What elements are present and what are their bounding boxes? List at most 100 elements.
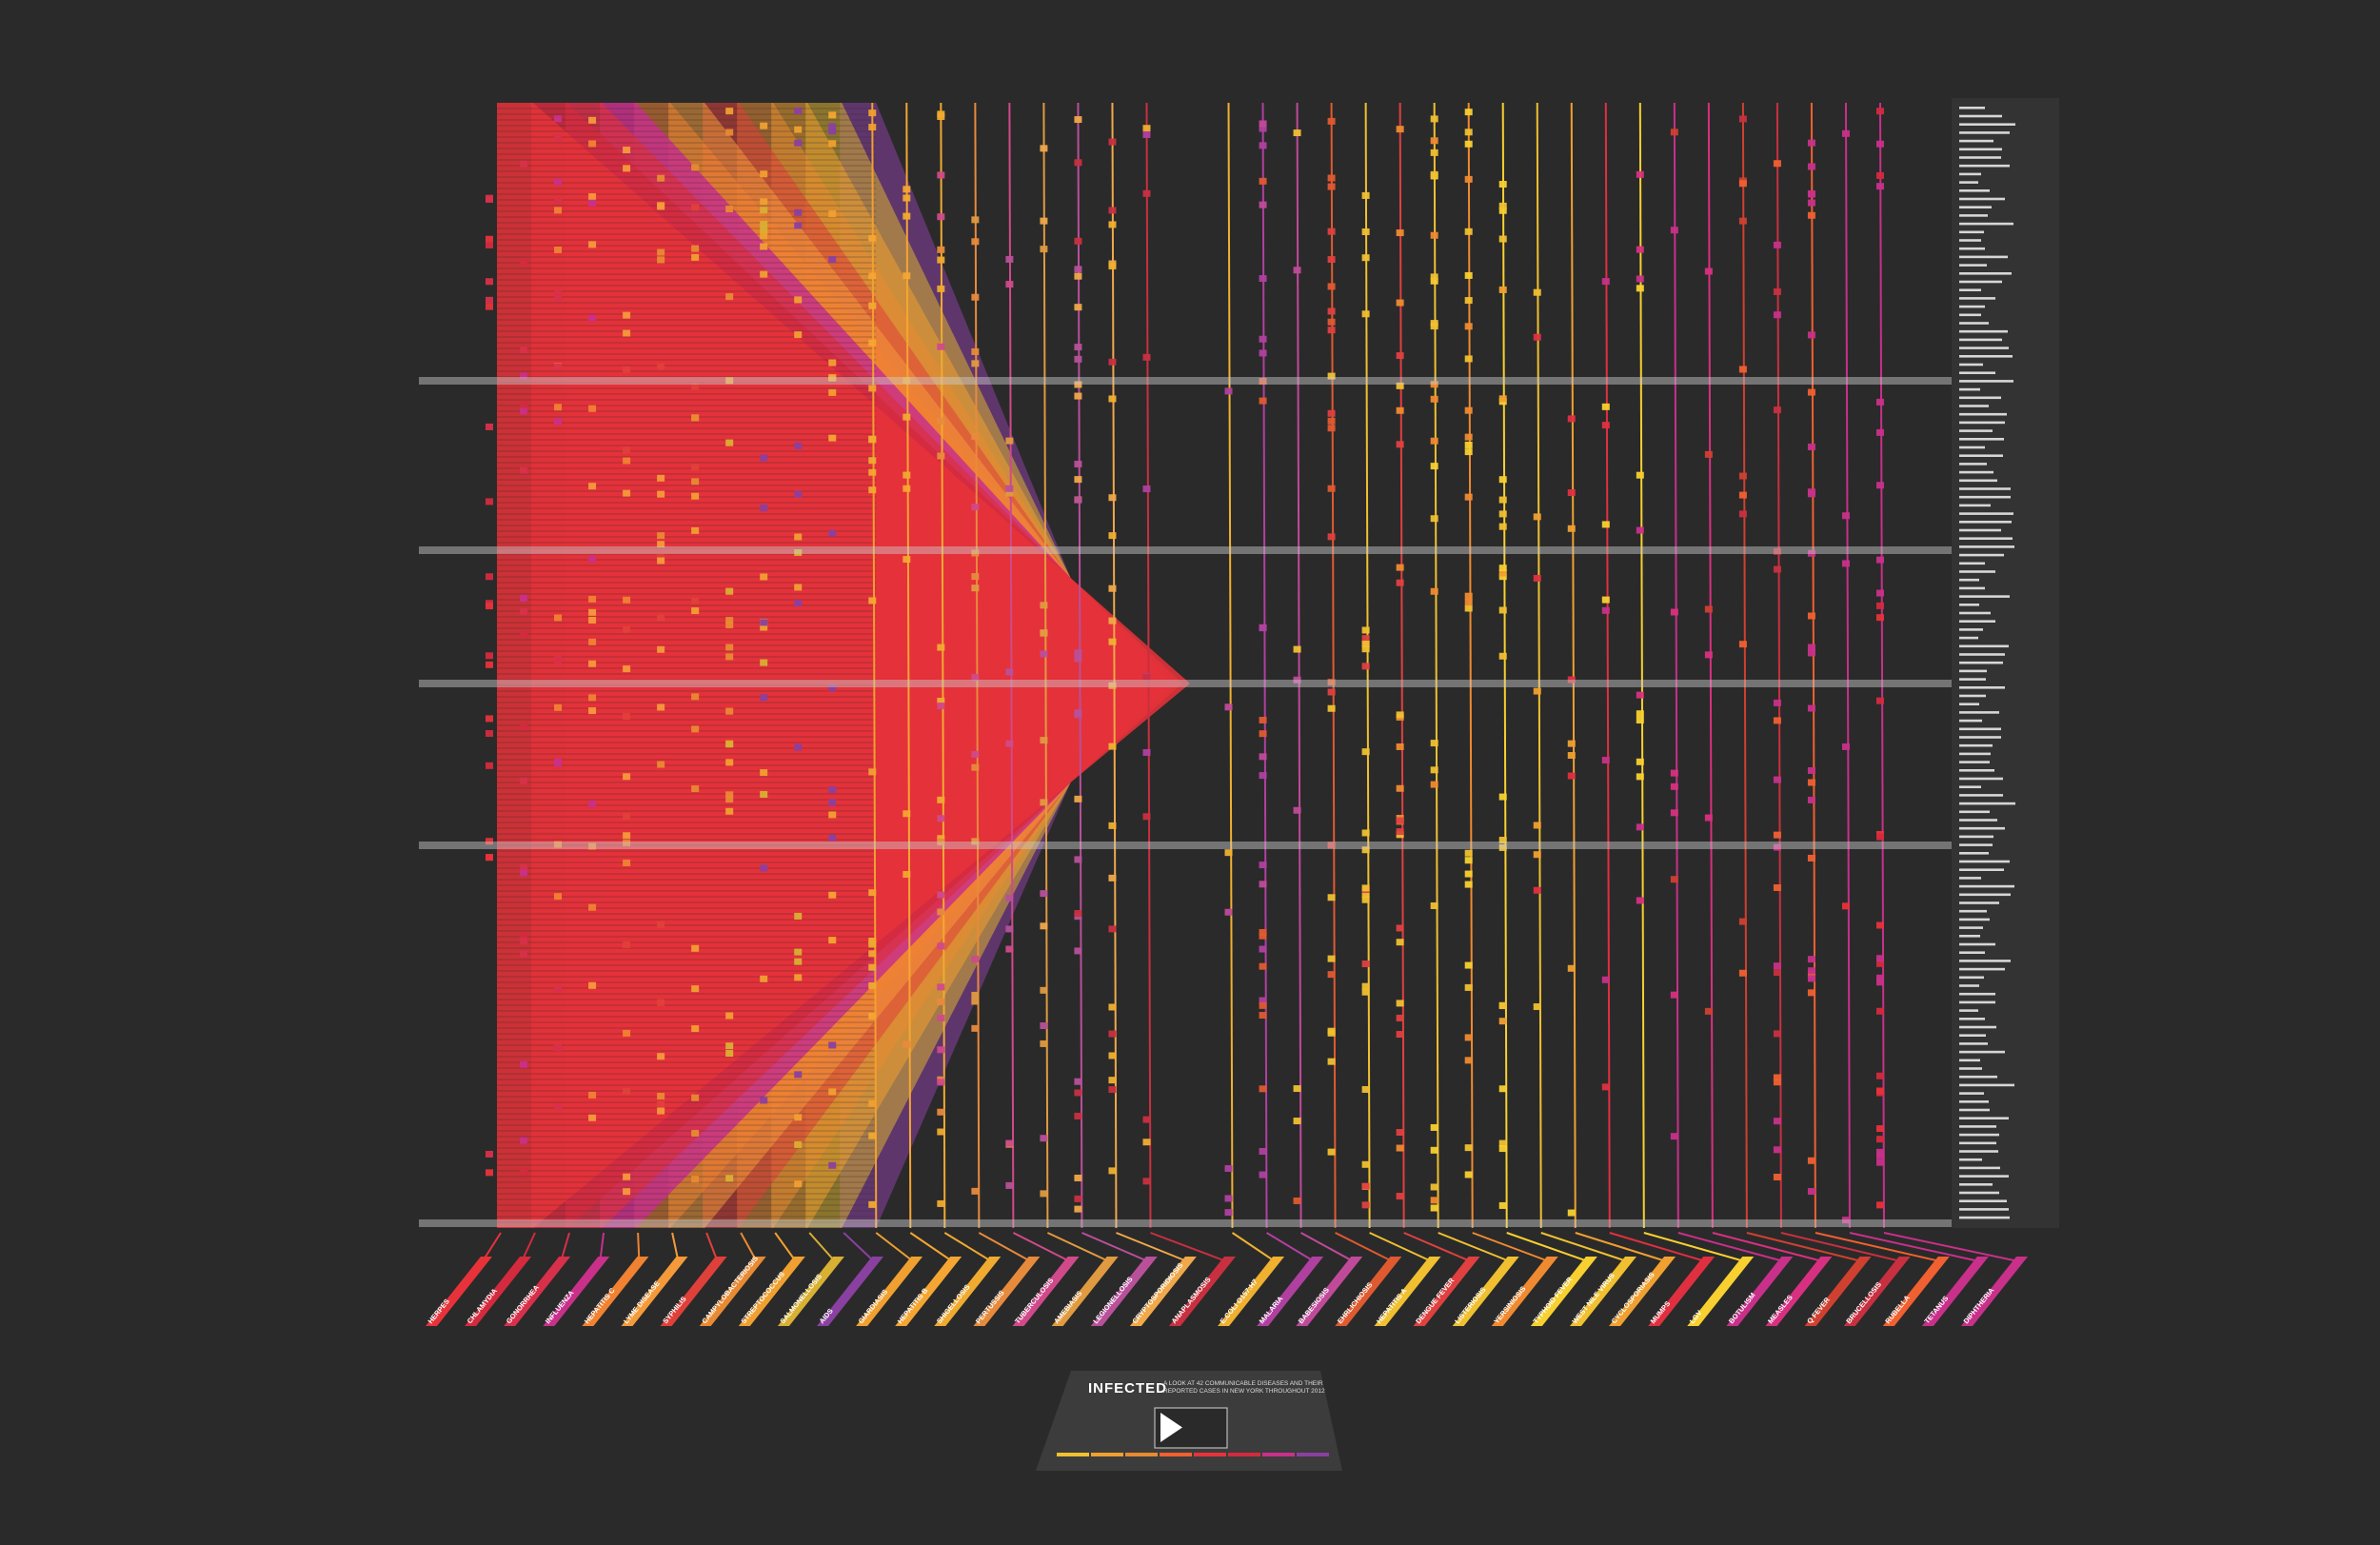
disease-connector: [1116, 1232, 1188, 1262]
case-marker: [1498, 510, 1507, 518]
right-panel-entry: [1959, 495, 2011, 499]
case-marker: [868, 109, 877, 117]
case-marker: [486, 573, 493, 581]
disease-ribbon: [1569, 1257, 1636, 1326]
disease-ribbon: [1804, 1257, 1872, 1326]
case-marker: [657, 1100, 665, 1108]
case-marker: [1224, 849, 1233, 857]
right-panel-entry: [1959, 727, 2001, 731]
right-panel-entry: [1959, 380, 2013, 383]
case-marker: [1636, 170, 1644, 178]
right-panel-entry: [1959, 810, 1990, 814]
disease-column-line: [1145, 102, 1152, 1229]
case-marker: [1464, 140, 1473, 148]
case-marker: [1108, 743, 1117, 750]
disease-connector: [1150, 1232, 1227, 1262]
case-marker: [1533, 687, 1541, 695]
case-marker: [828, 1088, 837, 1096]
disease-connector: [1403, 1232, 1471, 1262]
disease-connector: [1643, 1232, 1745, 1262]
right-panel-entry: [1959, 305, 1985, 308]
case-marker: [554, 703, 563, 711]
right-panel-entry: [1959, 992, 1995, 996]
case-marker: [1040, 1022, 1048, 1030]
case-marker: [794, 584, 803, 591]
case-marker: [1636, 285, 1644, 292]
case-marker: [1361, 310, 1370, 318]
case-marker: [794, 139, 803, 147]
case-marker: [1464, 355, 1473, 363]
right-panel-entry: [1959, 761, 1990, 763]
case-marker: [1005, 1181, 1014, 1189]
case-marker: [794, 958, 803, 965]
case-marker: [937, 246, 945, 253]
right-panel-entry: [1959, 653, 2005, 656]
case-marker: [1601, 278, 1610, 286]
disease-ribbon: [1843, 1257, 1911, 1326]
right-panel-entry: [1959, 553, 2004, 557]
case-marker: [1259, 177, 1267, 185]
case-marker: [828, 891, 837, 899]
case-marker: [520, 1060, 528, 1068]
disease-ribbon: [1726, 1257, 1794, 1326]
case-marker: [1259, 862, 1267, 869]
case-marker: [725, 587, 734, 595]
disease-ribbon: [1413, 1257, 1480, 1326]
case-marker: [902, 186, 911, 193]
right-panel-entry: [1959, 794, 2003, 797]
case-marker: [760, 505, 768, 512]
case-marker: [657, 490, 665, 498]
right-panel-entry: [1959, 935, 1980, 938]
case-marker: [1327, 971, 1336, 979]
case-marker: [1396, 564, 1404, 571]
case-marker: [902, 194, 911, 202]
case-marker: [725, 206, 734, 213]
right-panel-entry: [1959, 1092, 1984, 1095]
case-marker: [657, 1053, 665, 1060]
right-panel-entry: [1959, 843, 1993, 846]
disease-column-line: [974, 102, 981, 1229]
right-panel-entry: [1959, 172, 1981, 176]
case-marker: [1040, 1135, 1048, 1142]
case-marker: [794, 108, 803, 115]
case-marker: [520, 1137, 528, 1144]
case-marker: [1807, 989, 1815, 997]
right-panel-entry: [1959, 884, 2014, 888]
case-marker: [1327, 533, 1336, 541]
right-panel-entry: [1959, 802, 2015, 805]
case-marker: [828, 811, 837, 819]
case-marker: [1773, 287, 1781, 295]
disease-ribbon: [895, 1257, 962, 1326]
case-marker: [1670, 1133, 1678, 1140]
disease-connector: [943, 1232, 992, 1262]
disease-ribbon: [1012, 1257, 1080, 1326]
case-marker: [1601, 976, 1610, 983]
chart-subtitle-line-1: A LOOK AT 42 COMMUNICABLE DISEASES AND T…: [1163, 1380, 1323, 1387]
case-marker: [1430, 766, 1438, 774]
case-marker: [902, 212, 911, 220]
disease-column-line: [1398, 102, 1405, 1229]
case-marker: [760, 975, 768, 982]
case-marker: [1498, 573, 1507, 581]
case-marker: [554, 134, 563, 142]
case-marker: [1327, 228, 1336, 235]
case-marker: [1533, 288, 1541, 296]
disease-ribbon: [1335, 1257, 1402, 1326]
disease-connector: [1746, 1232, 1862, 1262]
case-marker: [1464, 1171, 1473, 1179]
month-band: [419, 1219, 2059, 1227]
case-marker: [1876, 602, 1884, 609]
right-panel-entry: [1959, 272, 2012, 275]
case-marker: [1704, 605, 1713, 613]
case-marker: [937, 343, 945, 350]
case-marker: [1636, 773, 1644, 781]
case-marker: [486, 1169, 493, 1177]
case-marker: [1361, 829, 1370, 837]
case-marker: [1498, 1139, 1507, 1147]
case-marker: [794, 974, 803, 981]
case-marker: [1108, 221, 1117, 228]
play-icon[interactable]: [1160, 1413, 1182, 1442]
case-marker: [725, 759, 734, 766]
case-marker: [868, 1099, 877, 1107]
